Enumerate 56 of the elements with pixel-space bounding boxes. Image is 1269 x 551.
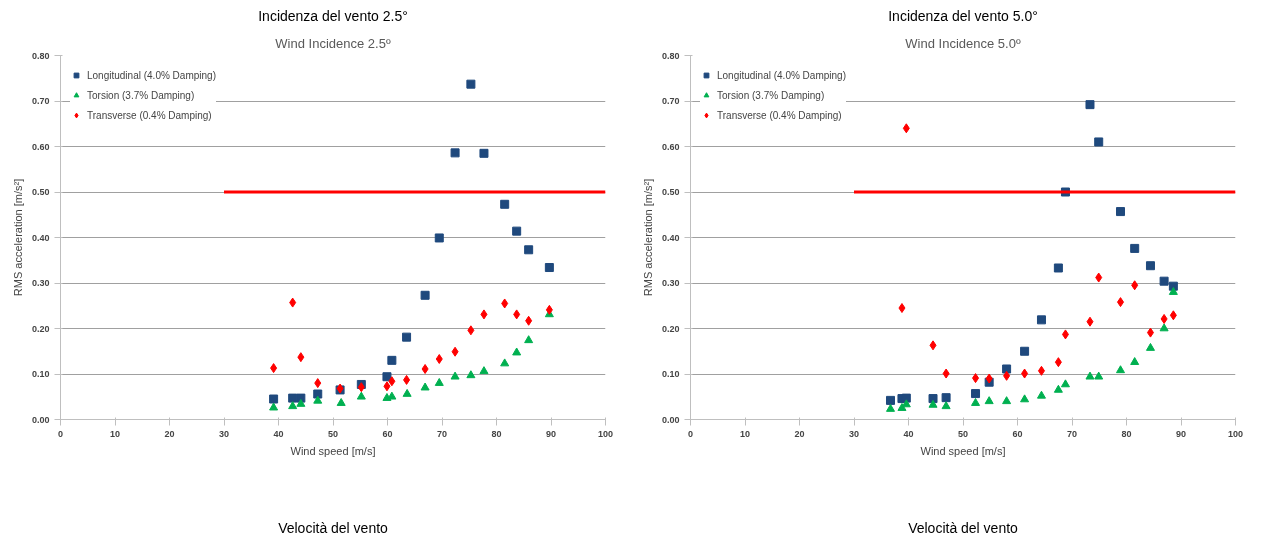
x-tick-label: 30	[218, 428, 230, 439]
x-tick-label: 70	[1066, 428, 1078, 439]
x-tick-label: 70	[436, 428, 448, 439]
x-tick-label: 100	[597, 428, 614, 439]
y-tick-label: 0.00	[661, 414, 680, 425]
y-tick-label: 0.30	[661, 278, 680, 288]
x-tick-label: 90	[545, 428, 557, 439]
legend-label: Longitudinal (4.0% Damping)	[717, 69, 846, 81]
y-tick-label: 0.70	[31, 96, 50, 106]
chart-title: Wind Incidence 5.0º	[905, 35, 1021, 51]
y-tick-label: 0.40	[31, 232, 50, 243]
x-tick-label: 50	[957, 428, 969, 439]
legend-label: Torsion (3.7% Damping)	[717, 89, 825, 101]
x-tick-label: 50	[327, 428, 339, 439]
x-tick-label: 100	[1227, 428, 1244, 439]
y-tick-label: 0.50	[661, 187, 680, 197]
x-axis-title: Wind speed [m/s]	[290, 444, 376, 457]
x-tick-label: 40	[273, 428, 284, 439]
y-tick-label: 0.50	[31, 187, 50, 197]
x-tick-label: 40	[903, 428, 914, 439]
y-axis-title: RMS acceleration [m/s²]	[11, 178, 24, 297]
legend-label: Longitudinal (4.0% Damping)	[87, 69, 216, 81]
y-tick-label: 0.20	[31, 323, 50, 334]
y-tick-label: 0.60	[31, 141, 50, 152]
y-tick-label: 0.80	[661, 50, 680, 61]
y-tick-label: 0.30	[31, 278, 50, 288]
y-tick-label: 0.10	[661, 369, 680, 379]
text: Incidenza del vento 2.5°	[258, 7, 408, 24]
x-tick-label: 90	[1175, 428, 1187, 439]
x-tick-label: 10	[739, 428, 751, 439]
x-tick-label: 20	[794, 428, 805, 439]
y-tick-label: 0.00	[31, 414, 50, 425]
y-tick-label: 0.80	[31, 50, 50, 61]
x-tick-label: 60	[1012, 428, 1023, 439]
text: Incidenza del vento 5.0°	[888, 7, 1038, 24]
legend-label: Transverse (0.4% Damping)	[717, 109, 842, 121]
x-tick-label: 30	[848, 428, 860, 439]
y-tick-label: 0.40	[661, 232, 680, 243]
x-tick-label: 0	[688, 428, 694, 439]
legend-label: Torsion (3.7% Damping)	[87, 89, 195, 101]
x-tick-label: 80	[1121, 428, 1132, 439]
x-tick-label: 60	[382, 428, 393, 439]
chart-title: Wind Incidence 2.5º	[275, 35, 391, 51]
x-tick-label: 10	[109, 428, 121, 439]
y-axis-title: RMS acceleration [m/s²]	[641, 178, 654, 297]
x-axis-title: Wind speed [m/s]	[920, 444, 1006, 457]
text: Velocità del vento	[908, 519, 1019, 536]
x-tick-label: 80	[491, 428, 502, 439]
y-tick-label: 0.10	[31, 369, 50, 379]
y-tick-label: 0.70	[661, 96, 680, 106]
legend-label: Transverse (0.4% Damping)	[87, 109, 212, 121]
y-tick-label: 0.20	[661, 323, 680, 334]
text: Velocità del vento	[278, 519, 389, 536]
x-tick-label: 20	[164, 428, 175, 439]
y-tick-label: 0.60	[661, 141, 680, 152]
x-tick-label: 0	[58, 428, 64, 439]
